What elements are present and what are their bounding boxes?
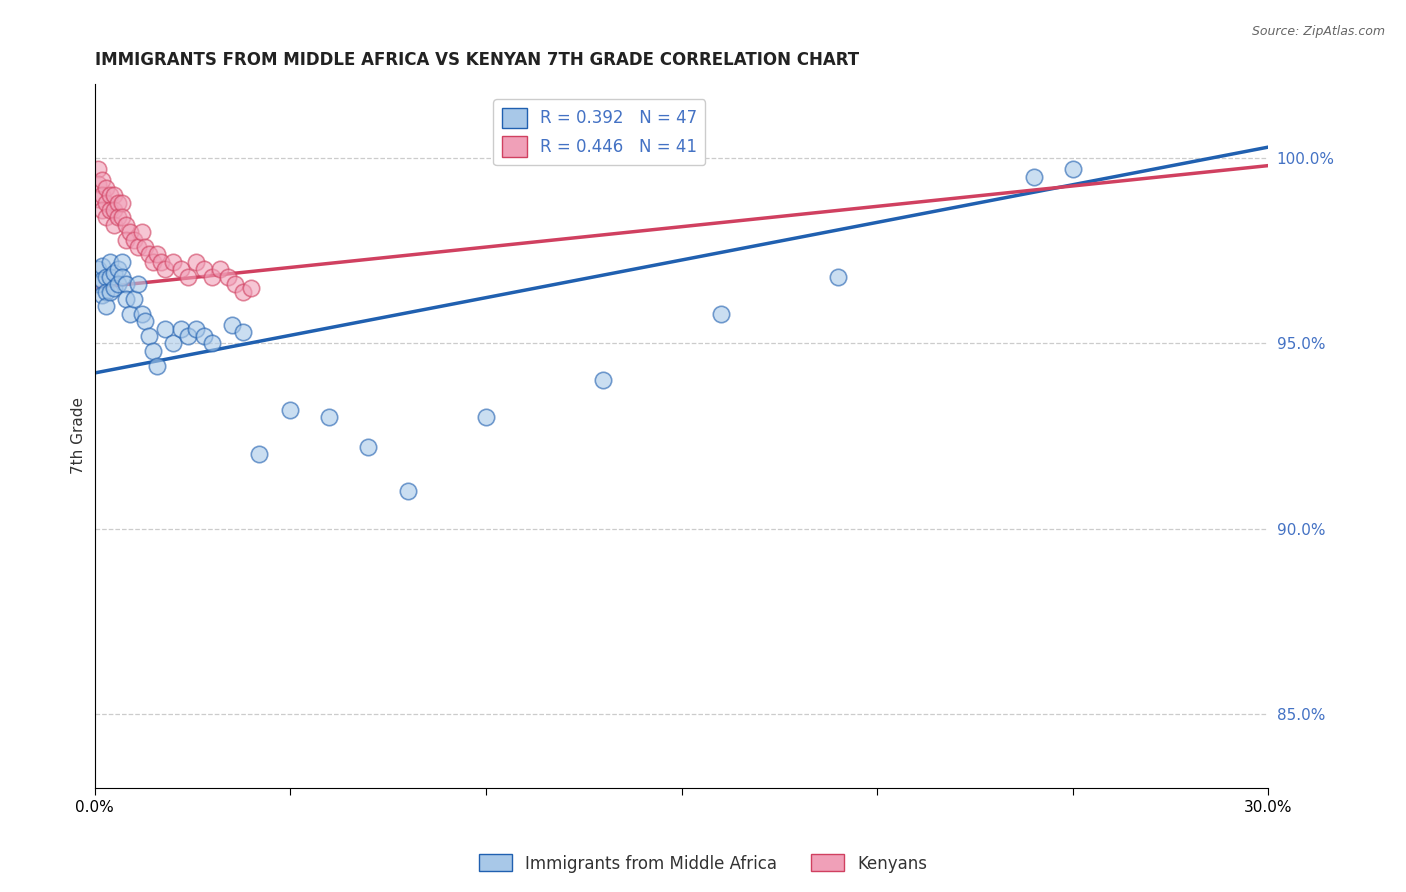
Point (111, 195, 134, 210)
Point (87, 262, 110, 277)
Point (96, 211, 118, 225)
Point (134, 314, 156, 328)
Point (96, 269, 118, 284)
Point (146, 359, 169, 373)
Point (87, 162, 110, 177)
Point (107, 262, 129, 277)
Point (142, 343, 165, 358)
Point (710, 307, 733, 321)
Point (118, 225, 141, 239)
Point (186, 255, 208, 269)
Point (107, 277, 129, 292)
Y-axis label: 7th Grade: 7th Grade (72, 398, 86, 475)
Point (122, 292, 145, 306)
Legend: Immigrants from Middle Africa, Kenyans: Immigrants from Middle Africa, Kenyans (472, 847, 934, 880)
Point (221, 318, 243, 332)
Point (127, 277, 149, 292)
Point (96, 181, 118, 195)
Point (232, 285, 254, 299)
Point (240, 281, 263, 295)
Text: IMMIGRANTS FROM MIDDLE AFRICA VS KENYAN 7TH GRADE CORRELATION CHART: IMMIGRANTS FROM MIDDLE AFRICA VS KENYAN … (94, 51, 859, 69)
Point (278, 403, 301, 417)
Point (103, 188, 125, 202)
Point (1062, 162, 1084, 177)
Point (98, 188, 121, 202)
Point (111, 255, 134, 269)
Point (115, 277, 138, 292)
Point (1022, 169, 1045, 184)
Point (103, 218, 125, 232)
Point (111, 269, 134, 284)
Point (115, 218, 138, 232)
Point (103, 202, 125, 217)
Point (186, 321, 208, 335)
Point (115, 233, 138, 247)
Point (107, 211, 129, 225)
Point (103, 266, 125, 280)
Point (96, 285, 118, 299)
Point (169, 321, 191, 335)
Point (475, 410, 498, 425)
Point (247, 447, 270, 461)
Point (318, 410, 340, 425)
Point (827, 269, 849, 284)
Point (87, 277, 110, 292)
Point (232, 325, 254, 339)
Point (193, 262, 215, 277)
Point (162, 336, 184, 351)
Point (224, 277, 246, 292)
Point (153, 262, 176, 277)
Point (396, 484, 419, 499)
Point (153, 321, 176, 335)
Point (150, 255, 173, 269)
Point (201, 336, 224, 351)
Point (103, 281, 125, 295)
Point (122, 233, 145, 247)
Point (96, 195, 118, 210)
Point (98, 269, 121, 284)
Point (91, 288, 114, 302)
Point (98, 255, 121, 269)
Point (91, 202, 114, 217)
Text: Source: ZipAtlas.com: Source: ZipAtlas.com (1251, 25, 1385, 38)
Legend: R = 0.392   N = 47, R = 0.446   N = 41: R = 0.392 N = 47, R = 0.446 N = 41 (494, 100, 706, 165)
Point (193, 329, 215, 343)
Point (115, 292, 138, 306)
Point (98, 285, 121, 299)
Point (131, 307, 153, 321)
Point (162, 255, 184, 269)
Point (91, 173, 114, 187)
Point (131, 225, 153, 239)
Point (208, 262, 231, 277)
Point (138, 329, 160, 343)
Point (91, 188, 114, 202)
Point (134, 240, 156, 254)
Point (107, 195, 129, 210)
Point (201, 269, 224, 284)
Point (592, 373, 614, 387)
Point (142, 255, 165, 269)
Point (127, 240, 149, 254)
Point (91, 273, 114, 287)
Point (96, 299, 118, 313)
Point (177, 329, 200, 343)
Point (177, 269, 200, 284)
Point (98, 202, 121, 217)
Point (146, 247, 169, 261)
Point (111, 211, 134, 225)
Point (169, 262, 191, 277)
Point (357, 440, 380, 454)
Point (138, 247, 160, 261)
Point (91, 259, 114, 273)
Point (118, 307, 141, 321)
Point (217, 269, 239, 284)
Point (87, 192, 110, 206)
Point (87, 177, 110, 191)
